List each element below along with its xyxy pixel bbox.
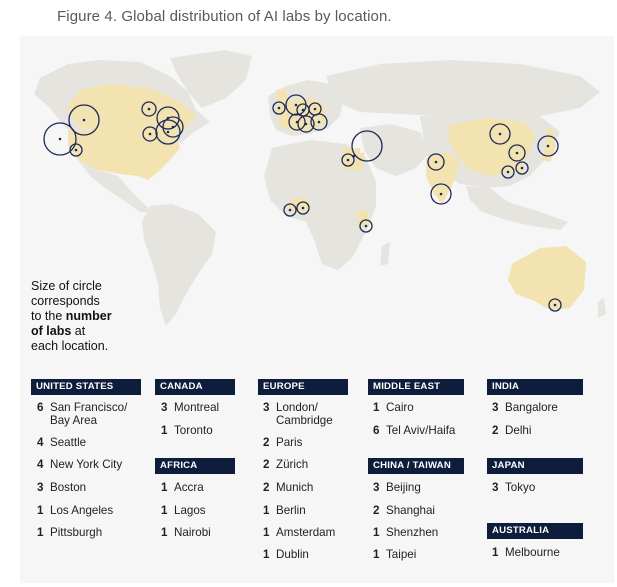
header-united-states: UNITED STATES xyxy=(31,379,141,395)
size-note: Size of circle corresponds to the number… xyxy=(31,279,112,353)
header-middle-east: MIDDLE EAST xyxy=(368,379,464,395)
australia-shape xyxy=(508,246,586,310)
lab-circle-tokyo xyxy=(537,135,559,157)
lab-circle-delhi xyxy=(427,153,445,171)
greenland xyxy=(170,50,252,108)
world-map xyxy=(34,50,606,326)
central-america xyxy=(78,160,152,212)
lab-circle-lagos xyxy=(296,201,310,215)
usa-shape xyxy=(68,130,180,180)
lab-circle-bangalore xyxy=(430,183,452,205)
lab-circle-new-york xyxy=(155,119,181,145)
lab-circle-toronto xyxy=(141,101,157,117)
header-africa: AFRICA xyxy=(155,458,235,474)
lab-circle-san-francisco xyxy=(43,122,77,156)
header-australia: AUSTRALIA xyxy=(487,523,583,539)
lab-circle-nairobi xyxy=(359,219,373,233)
new-zealand xyxy=(598,298,606,318)
header-europe: EUROPE xyxy=(258,379,348,395)
taiwan-shape xyxy=(518,164,523,174)
africa-land xyxy=(264,140,376,270)
lab-circle-shenzhen xyxy=(501,165,515,179)
lab-circle-dublin xyxy=(272,101,286,115)
china-shape xyxy=(448,118,536,176)
header-china-taiwan: CHINA / TAIWAN xyxy=(368,458,464,474)
lab-circle-munich xyxy=(310,113,328,131)
lab-circle-shanghai xyxy=(508,144,526,162)
lab-circle-zurich xyxy=(297,115,315,133)
lab-circle-cairo xyxy=(341,153,355,167)
india-shape xyxy=(426,152,460,204)
south-america xyxy=(142,204,216,326)
lab-circle-seattle xyxy=(68,104,100,136)
lab-circle-montreal xyxy=(156,106,180,130)
west-africa-shape xyxy=(288,196,312,214)
russia-land xyxy=(326,60,600,118)
figure-title: Figure 4. Global distribution of AI labs… xyxy=(57,8,392,25)
southeast-asia xyxy=(466,186,568,230)
header-canada: CANADA xyxy=(155,379,235,395)
lab-circle-taipei xyxy=(515,161,529,175)
kenya-shape xyxy=(356,210,370,228)
lab-circle-boston xyxy=(162,116,184,138)
middle-east-land xyxy=(360,124,430,176)
lab-circle-tel-aviv xyxy=(351,130,383,162)
lab-circle-beijing xyxy=(489,123,511,145)
lab-circle-melbourne xyxy=(548,298,562,312)
lab-circle-los-angeles xyxy=(69,143,83,157)
lab-circle-pittsburgh xyxy=(142,126,158,142)
header-japan: JAPAN xyxy=(487,458,583,474)
lab-circle-accra xyxy=(283,203,297,217)
madagascar xyxy=(380,242,390,266)
lab-circle-paris xyxy=(288,113,306,131)
header-india: INDIA xyxy=(487,379,583,395)
